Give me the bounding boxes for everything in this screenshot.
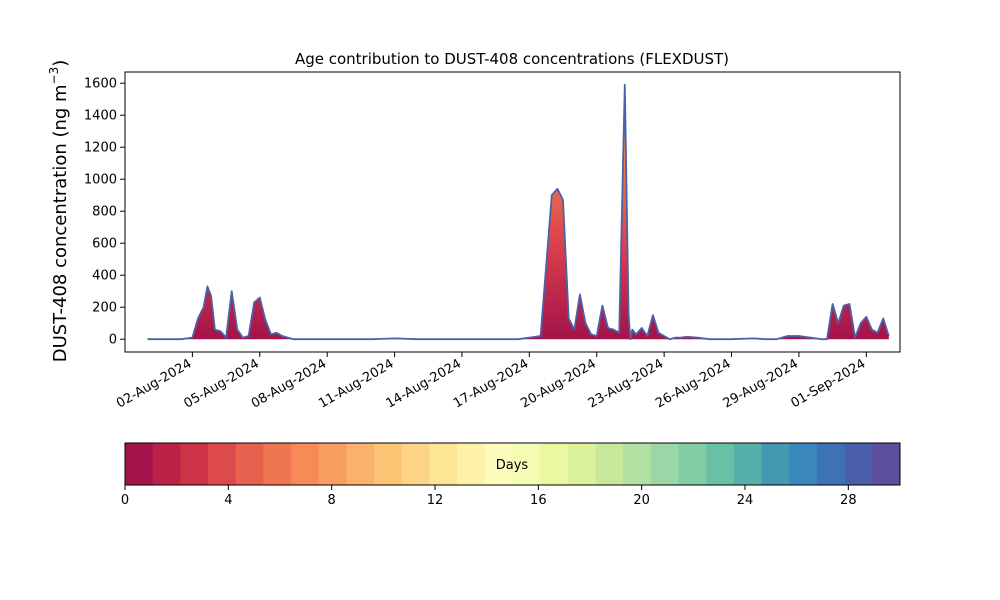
colorbar-tick-label: 16 — [530, 493, 547, 508]
x-tick-label: 01-Sep-2024 — [788, 356, 868, 411]
y-axis-label-main: DUST-408 concentration (ng m — [50, 84, 71, 362]
colorbar-segment — [263, 443, 292, 485]
x-tick-label: 20-Aug-2024 — [518, 356, 598, 411]
colorbar-segment — [623, 443, 652, 485]
colorbar-segment — [180, 443, 209, 485]
y-axis: 0 200 400 600 800 1000 1200 1400 1600 — [84, 77, 125, 348]
y-tick-label: 800 — [92, 205, 117, 220]
colorbar-segment — [540, 443, 569, 485]
colorbar-segment — [844, 443, 873, 485]
x-tick-label: 29-Aug-2024 — [721, 356, 801, 411]
colorbar-segment — [512, 443, 541, 485]
colorbar-segment — [595, 443, 624, 485]
x-tick-label: 23-Aug-2024 — [586, 356, 666, 411]
plot-frame — [124, 71, 901, 353]
colorbar-segment — [733, 443, 763, 485]
colorbar — [125, 443, 901, 485]
colorbar-label: Days — [496, 458, 529, 473]
colorbar-segment — [152, 443, 181, 485]
colorbar-segment — [457, 443, 486, 485]
y-tick-label: 200 — [92, 301, 117, 316]
colorbar-segment — [291, 443, 320, 485]
x-tick-label: 14-Aug-2024 — [384, 356, 464, 411]
y-tick-label: 400 — [92, 269, 117, 284]
colorbar-tick-label: 8 — [328, 493, 336, 508]
colorbar-segment — [208, 443, 237, 485]
x-axis: 02-Aug-202405-Aug-202408-Aug-202411-Aug-… — [114, 352, 868, 412]
colorbar-segment — [374, 443, 403, 485]
total-concentration-line — [147, 83, 890, 341]
colorbar-tick-label: 28 — [840, 493, 857, 508]
y-axis-label: DUST-408 concentration (ng m−3) — [47, 60, 71, 363]
colorbar-segment — [650, 443, 680, 485]
colorbar-tick-label: 0 — [121, 493, 129, 508]
x-tick-label: 11-Aug-2024 — [316, 356, 396, 411]
colorbar-segment — [346, 443, 375, 485]
colorbar-segment — [761, 443, 790, 485]
x-tick-label: 05-Aug-2024 — [181, 356, 261, 411]
y-tick-label: 1600 — [84, 77, 117, 92]
colorbar-segment — [678, 443, 707, 485]
colorbar-segment — [816, 443, 846, 485]
colorbar-segment — [567, 443, 597, 485]
colorbar-segment — [872, 443, 901, 485]
y-tick-label: 0 — [109, 333, 117, 348]
colorbar-segment — [125, 443, 154, 485]
chart-title: Age contribution to DUST-408 concentrati… — [295, 50, 729, 68]
colorbar-segment — [318, 443, 347, 485]
y-axis-label-close: ) — [50, 60, 71, 67]
y-tick-label: 600 — [92, 237, 117, 252]
y-tick-label: 1400 — [84, 109, 117, 124]
colorbar-segment — [429, 443, 458, 485]
colorbar-tick-label: 20 — [633, 493, 650, 508]
colorbar-axis: 0 4 8 12 16 20 24 28 — [121, 485, 857, 508]
x-tick-label: 08-Aug-2024 — [249, 356, 329, 411]
colorbar-segment — [235, 443, 264, 485]
x-tick-label: 17-Aug-2024 — [451, 356, 531, 411]
x-tick-label: 02-Aug-2024 — [114, 356, 194, 411]
colorbar-tick-label: 24 — [737, 493, 754, 508]
y-tick-label: 1000 — [84, 173, 117, 188]
colorbar-frame — [124, 442, 901, 486]
colorbar-tick-label: 4 — [224, 493, 232, 508]
y-axis-label-sup: −3 — [47, 67, 61, 85]
colorbar-segment — [484, 443, 513, 485]
age-contribution-area — [147, 84, 889, 340]
colorbar-tick-label: 12 — [427, 493, 444, 508]
x-tick-label: 26-Aug-2024 — [653, 356, 733, 411]
y-tick-label: 1200 — [84, 141, 117, 156]
colorbar-segment — [401, 443, 430, 485]
colorbar-segment — [706, 443, 735, 485]
colorbar-segment — [789, 443, 818, 485]
plot-area — [147, 83, 890, 341]
